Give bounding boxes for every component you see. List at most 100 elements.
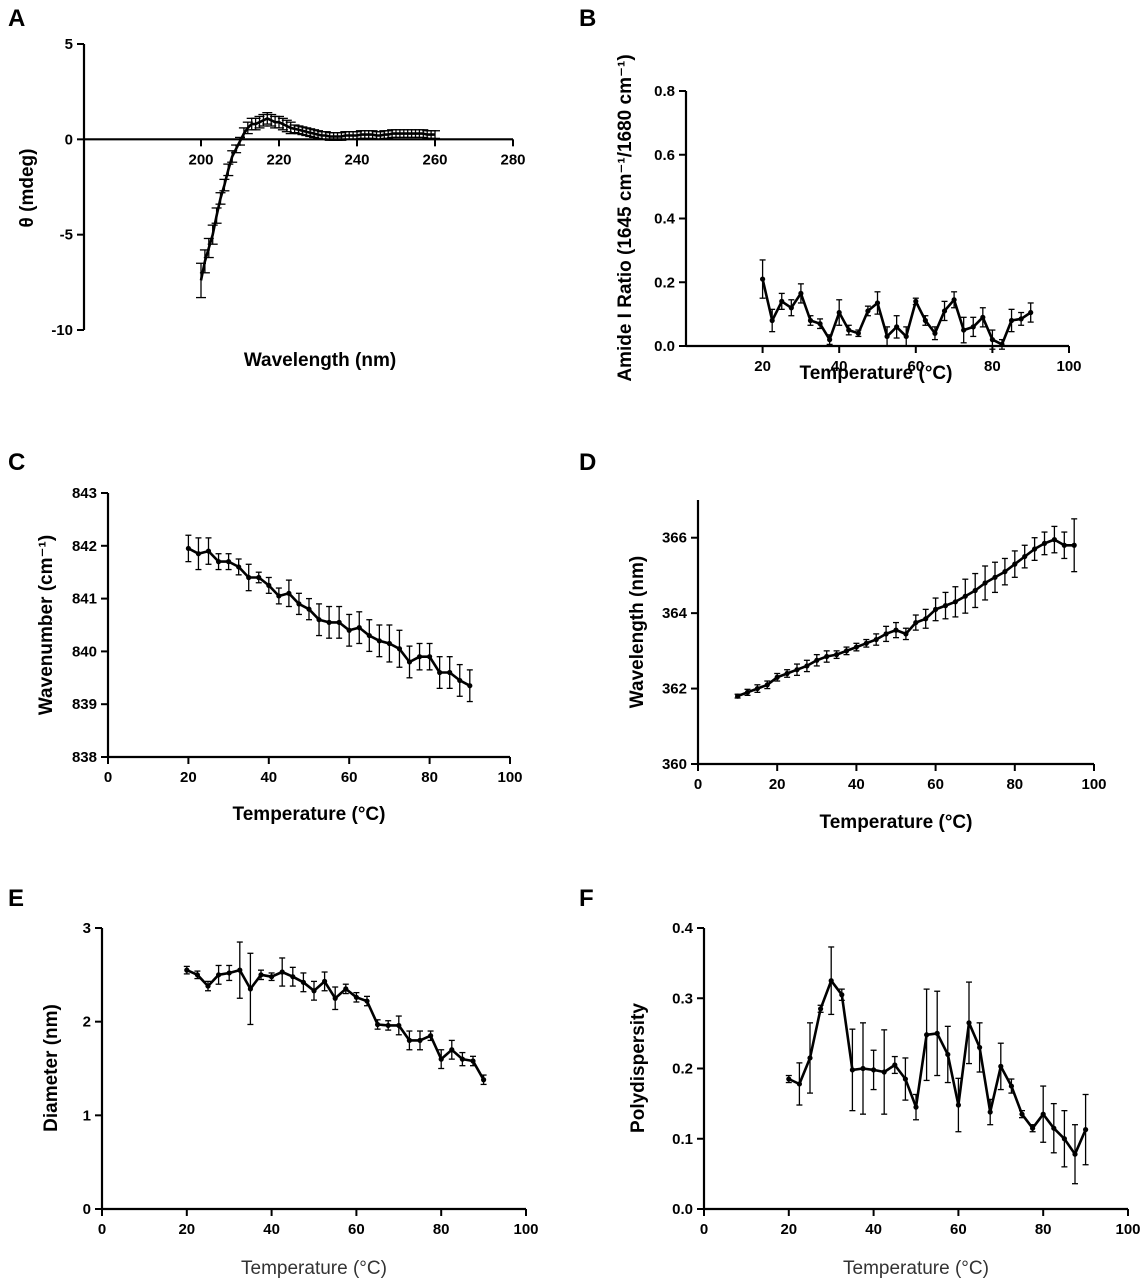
data-point bbox=[205, 548, 212, 554]
data-point bbox=[428, 1033, 434, 1039]
data-point bbox=[923, 616, 929, 622]
y-tick-label: 3 bbox=[83, 920, 91, 937]
data-point bbox=[256, 574, 262, 581]
data-point bbox=[184, 967, 190, 973]
data-point bbox=[366, 632, 372, 639]
y-tick-label: 0.3 bbox=[672, 990, 693, 1007]
data-point bbox=[417, 1037, 423, 1043]
x-tick-label: 40 bbox=[260, 769, 277, 786]
data-point bbox=[237, 967, 243, 973]
x-tick-label: 60 bbox=[907, 358, 924, 375]
data-point bbox=[353, 994, 359, 1000]
data-point bbox=[883, 631, 889, 637]
data-point bbox=[941, 308, 948, 314]
x-axis-title: Temperature (°C) bbox=[843, 1258, 989, 1279]
data-point bbox=[760, 276, 766, 282]
data-point bbox=[385, 1022, 391, 1029]
data-point bbox=[849, 1067, 856, 1073]
data-point bbox=[903, 333, 909, 340]
data-point bbox=[824, 653, 830, 660]
data-point bbox=[1083, 1127, 1089, 1133]
data-point bbox=[185, 545, 191, 552]
data-point bbox=[427, 654, 433, 660]
data-point bbox=[332, 995, 338, 1001]
data-point bbox=[449, 1047, 455, 1053]
y-tick-label: 362 bbox=[662, 681, 687, 698]
panel-letter-a: A bbox=[8, 5, 25, 32]
data-point bbox=[396, 1022, 402, 1029]
x-tick-label: 200 bbox=[188, 151, 213, 168]
panel-b: B 0.0 0.2 0.4 0.6 0.8 20 40 60 80 100 Temperature (… bbox=[579, 5, 1082, 384]
data-point bbox=[754, 685, 761, 692]
data-point bbox=[934, 1030, 940, 1036]
data-point bbox=[804, 663, 810, 669]
data-point bbox=[286, 590, 292, 596]
y-tick-label: 842 bbox=[72, 538, 97, 555]
data-point bbox=[873, 636, 879, 643]
x-tick-label: 20 bbox=[178, 1221, 195, 1238]
x-tick-label: 100 bbox=[1056, 358, 1081, 375]
data-point bbox=[843, 648, 850, 654]
data-point bbox=[1019, 1111, 1025, 1117]
data-point bbox=[922, 317, 928, 324]
x-tick-label: 0 bbox=[700, 1221, 708, 1238]
x-tick-label: 100 bbox=[1081, 776, 1106, 793]
data-point bbox=[311, 988, 317, 994]
x-tick-label: 0 bbox=[98, 1221, 106, 1238]
y-tick-label: 0.4 bbox=[672, 920, 694, 937]
y-tick-label: 0.0 bbox=[672, 1201, 693, 1218]
data-point bbox=[903, 631, 909, 637]
data-point bbox=[818, 1006, 824, 1012]
data-point bbox=[807, 317, 814, 324]
data-point bbox=[438, 1056, 444, 1062]
y-tick-label: 840 bbox=[72, 643, 97, 660]
data-point bbox=[447, 669, 453, 676]
series-line bbox=[199, 117, 435, 281]
panel-e: E 0 1 2 3 0 20 40 60 80 100 Temperature (°C) Diamete… bbox=[8, 885, 539, 1279]
data-point bbox=[871, 1067, 877, 1073]
x-tick-label: 220 bbox=[266, 151, 291, 168]
x-tick-label: 0 bbox=[104, 769, 112, 786]
data-point bbox=[236, 564, 242, 570]
y-axis-title: Polydispersity bbox=[628, 1003, 649, 1133]
data-point bbox=[386, 640, 392, 647]
data-point bbox=[796, 1081, 803, 1087]
y-tick-label: 843 bbox=[72, 485, 97, 502]
data-point bbox=[769, 317, 775, 324]
data-point bbox=[316, 617, 322, 623]
panel-c: C 838 839 840 841 842 843 0 20 40 60 80 100 Temperatu… bbox=[8, 449, 523, 825]
data-point bbox=[913, 619, 919, 626]
panel-letter-f: F bbox=[579, 885, 594, 912]
x-tick-label: 20 bbox=[769, 776, 786, 793]
data-point bbox=[226, 970, 232, 976]
x-tick-label: 40 bbox=[848, 776, 865, 793]
data-point bbox=[786, 1076, 792, 1082]
data-point bbox=[1051, 537, 1057, 543]
data-point bbox=[1071, 542, 1077, 548]
data-point bbox=[865, 308, 871, 314]
data-point bbox=[794, 667, 800, 673]
data-point bbox=[343, 986, 349, 992]
data-point bbox=[1051, 1125, 1057, 1131]
data-point bbox=[874, 300, 881, 306]
x-tick-label: 40 bbox=[831, 358, 848, 375]
y-tick-label: 5 bbox=[65, 36, 73, 53]
data-point bbox=[814, 657, 820, 663]
data-point bbox=[290, 974, 296, 980]
data-point bbox=[276, 593, 282, 599]
data-point bbox=[266, 582, 272, 589]
x-axis-title: Temperature (°C) bbox=[800, 363, 953, 384]
data-point bbox=[322, 978, 328, 984]
data-point bbox=[1041, 540, 1048, 546]
x-tick-label: 80 bbox=[1006, 776, 1023, 793]
y-tick-label: 841 bbox=[72, 591, 97, 608]
y-tick-label: 839 bbox=[72, 696, 97, 713]
x-tick-label: 20 bbox=[754, 358, 771, 375]
data-point bbox=[828, 978, 834, 984]
data-point bbox=[894, 324, 900, 330]
data-point bbox=[855, 330, 861, 336]
y-axis-title: θ (mdeg) bbox=[17, 149, 38, 228]
data-point bbox=[1030, 1125, 1036, 1131]
panel-letter-d: D bbox=[579, 449, 596, 476]
data-point bbox=[798, 290, 804, 297]
